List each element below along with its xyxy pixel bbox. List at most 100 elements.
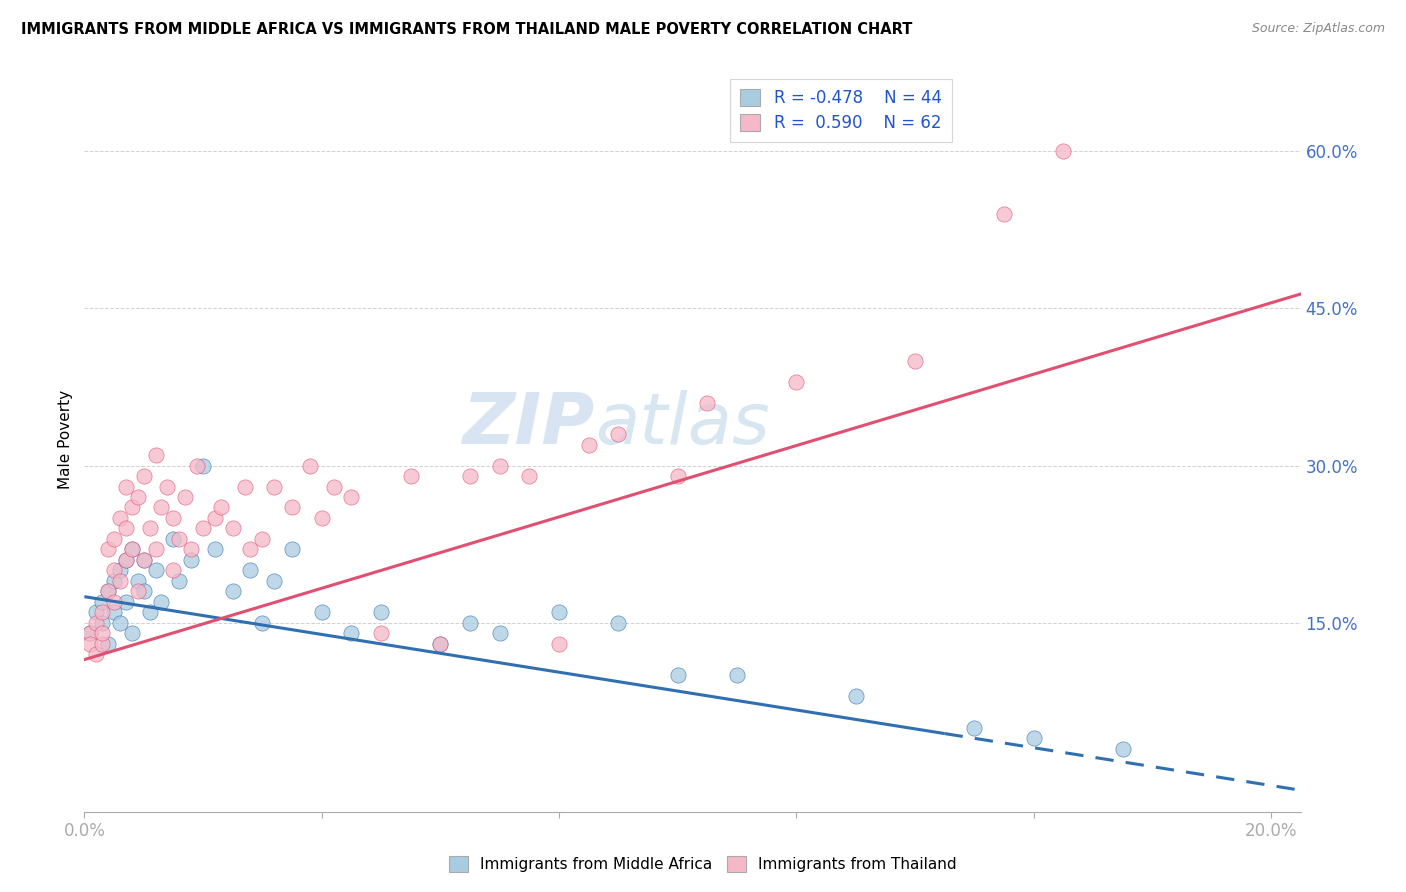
Point xyxy=(1052,144,1074,158)
Point xyxy=(84,615,107,630)
Point xyxy=(115,521,138,535)
Point xyxy=(79,626,101,640)
Point xyxy=(1111,741,1133,756)
Point xyxy=(607,427,630,442)
Point xyxy=(162,564,184,578)
Text: Source: ZipAtlas.com: Source: ZipAtlas.com xyxy=(1251,22,1385,36)
Legend: R = -0.478    N = 44, R =  0.590    N = 62: R = -0.478 N = 44, R = 0.590 N = 62 xyxy=(730,79,952,142)
Point xyxy=(370,606,392,620)
Point xyxy=(696,395,718,409)
Point xyxy=(191,521,214,535)
Point xyxy=(115,553,138,567)
Point xyxy=(370,626,392,640)
Point xyxy=(97,637,120,651)
Point xyxy=(97,584,120,599)
Point xyxy=(108,574,131,588)
Point xyxy=(103,532,125,546)
Point xyxy=(239,542,262,557)
Point xyxy=(127,584,149,599)
Point xyxy=(162,511,184,525)
Point xyxy=(145,564,167,578)
Point xyxy=(174,490,197,504)
Legend: Immigrants from Middle Africa, Immigrants from Thailand: Immigrants from Middle Africa, Immigrant… xyxy=(441,848,965,880)
Point xyxy=(429,637,451,651)
Point xyxy=(79,637,101,651)
Point xyxy=(322,479,344,493)
Point xyxy=(311,606,333,620)
Point xyxy=(548,606,571,620)
Point xyxy=(91,615,114,630)
Point xyxy=(145,542,167,557)
Point xyxy=(191,458,214,473)
Point xyxy=(785,375,807,389)
Point xyxy=(138,521,160,535)
Point xyxy=(84,606,107,620)
Point xyxy=(845,690,868,704)
Point xyxy=(399,469,422,483)
Point xyxy=(108,511,131,525)
Point xyxy=(607,615,630,630)
Y-axis label: Male Poverty: Male Poverty xyxy=(58,390,73,489)
Point xyxy=(666,469,689,483)
Point xyxy=(252,532,274,546)
Point xyxy=(340,490,363,504)
Point xyxy=(904,353,927,368)
Point xyxy=(180,542,202,557)
Point xyxy=(204,542,226,557)
Point xyxy=(169,574,191,588)
Point xyxy=(1022,731,1045,746)
Point xyxy=(429,637,451,651)
Point xyxy=(221,521,243,535)
Point xyxy=(263,574,285,588)
Point xyxy=(138,606,160,620)
Point xyxy=(488,626,510,640)
Point xyxy=(108,564,131,578)
Point xyxy=(209,500,232,515)
Point xyxy=(340,626,363,640)
Point xyxy=(578,437,600,451)
Point xyxy=(91,606,114,620)
Point xyxy=(108,615,131,630)
Point xyxy=(180,553,202,567)
Point xyxy=(91,595,114,609)
Point xyxy=(127,490,149,504)
Point xyxy=(97,584,120,599)
Text: IMMIGRANTS FROM MIDDLE AFRICA VS IMMIGRANTS FROM THAILAND MALE POVERTY CORRELATI: IMMIGRANTS FROM MIDDLE AFRICA VS IMMIGRA… xyxy=(21,22,912,37)
Point xyxy=(150,595,173,609)
Point xyxy=(132,469,155,483)
Point xyxy=(103,595,125,609)
Point xyxy=(127,574,149,588)
Point xyxy=(115,595,138,609)
Point xyxy=(115,479,138,493)
Point xyxy=(84,648,107,662)
Point xyxy=(239,564,262,578)
Point xyxy=(132,553,155,567)
Point xyxy=(488,458,510,473)
Point xyxy=(132,584,155,599)
Point xyxy=(666,668,689,682)
Point xyxy=(121,542,143,557)
Point xyxy=(186,458,208,473)
Point xyxy=(281,500,304,515)
Point xyxy=(993,207,1015,221)
Point xyxy=(121,626,143,640)
Point xyxy=(204,511,226,525)
Point xyxy=(91,626,114,640)
Point xyxy=(252,615,274,630)
Point xyxy=(298,458,321,473)
Point xyxy=(103,564,125,578)
Point xyxy=(132,553,155,567)
Point xyxy=(79,626,101,640)
Point xyxy=(121,500,143,515)
Point xyxy=(725,668,748,682)
Point xyxy=(103,574,125,588)
Point xyxy=(458,615,481,630)
Point xyxy=(150,500,173,515)
Point xyxy=(97,542,120,557)
Point xyxy=(263,479,285,493)
Point xyxy=(103,606,125,620)
Point xyxy=(221,584,243,599)
Point xyxy=(156,479,179,493)
Point xyxy=(91,637,114,651)
Point xyxy=(233,479,256,493)
